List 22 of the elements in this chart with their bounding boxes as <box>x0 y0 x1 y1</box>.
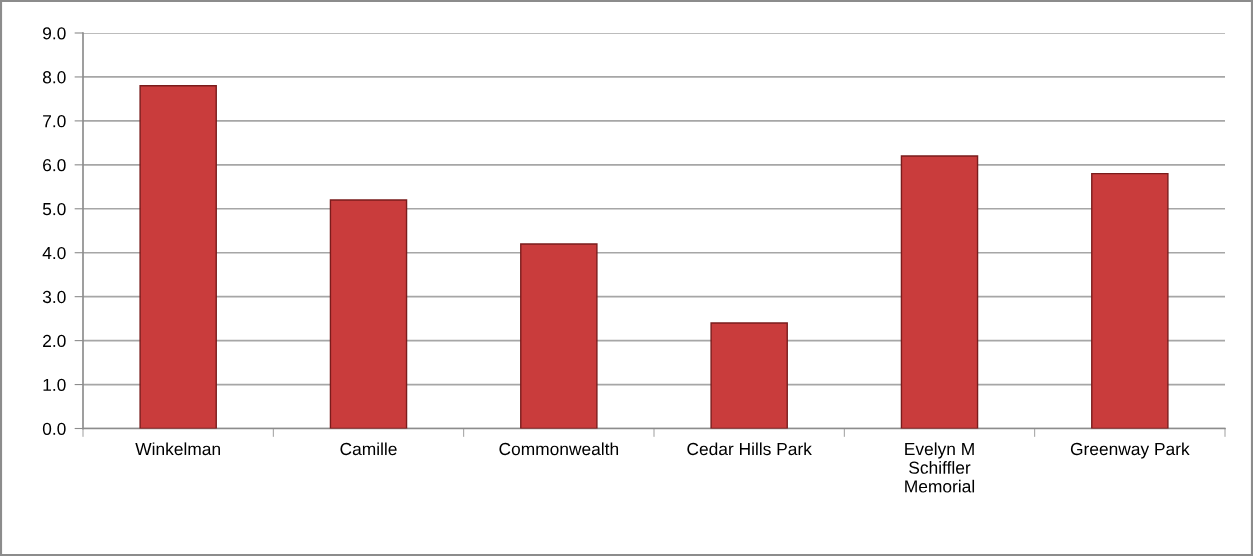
x-tick-label: Greenway Park <box>1070 442 1190 459</box>
bar <box>520 243 598 429</box>
y-tick-label: 8.0 <box>42 71 66 84</box>
y-tick-label: 9.0 <box>43 27 66 40</box>
bar <box>329 199 408 429</box>
y-tick-label: 4.0 <box>42 246 66 260</box>
y-tick-label: 6.0 <box>43 159 66 172</box>
y-tick-label: 2.0 <box>43 334 66 348</box>
x-tick-label: Winkelman <box>135 442 220 456</box>
bar <box>900 155 979 429</box>
y-tick-label: 5.0 <box>42 202 66 216</box>
x-tick-label: Commonwealth <box>499 442 619 456</box>
bar <box>710 322 788 429</box>
y-tick-label: 1.0 <box>43 378 66 392</box>
x-tick-label: Camille <box>340 442 397 456</box>
bar <box>1091 172 1169 429</box>
y-tick-label: 7.0 <box>43 115 66 128</box>
x-tick-label: Evelyn M Schiffler Memorial <box>905 442 975 493</box>
y-tick-label: 0.0 <box>42 422 66 435</box>
x-tick-label: Cedar Hills Park <box>687 442 812 456</box>
bar <box>139 85 217 429</box>
y-tick-label: 3.0 <box>42 290 66 304</box>
